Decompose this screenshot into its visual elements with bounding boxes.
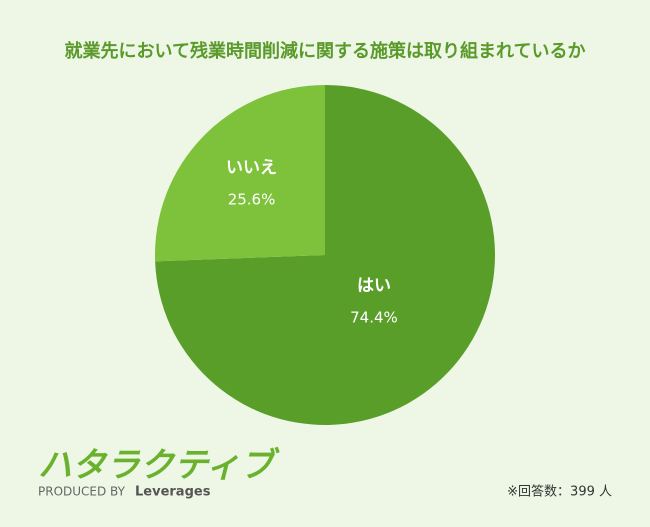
value-label: 74.4% [350, 309, 398, 327]
logo-produced: PRODUCED BY [38, 485, 126, 499]
logo-name: ハタラクティブ [38, 446, 280, 486]
logo-brand: Leverages [135, 485, 211, 500]
slice-label: いいえ [226, 158, 277, 178]
value-label: 25.6% [228, 191, 276, 209]
pie-slice [155, 85, 495, 426]
note: ※回答数：399 人 [507, 484, 612, 500]
pie-slice [155, 85, 325, 262]
slice-label: はい [357, 276, 391, 296]
chart-title: 就業先において残業時間削減に関する施策は取り組まれているか [65, 40, 586, 62]
